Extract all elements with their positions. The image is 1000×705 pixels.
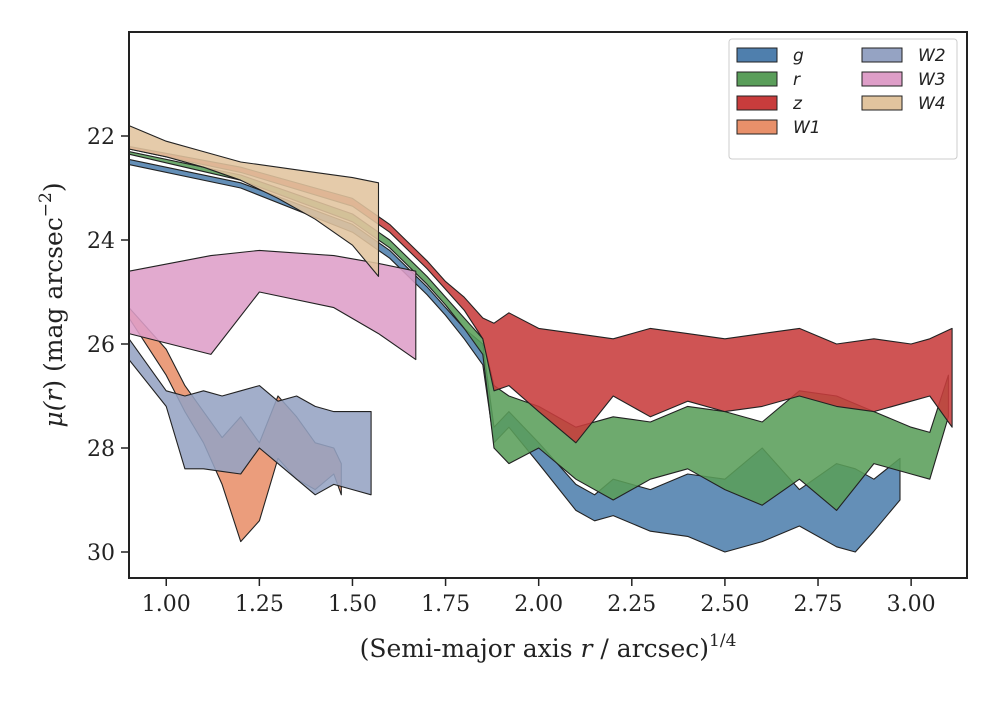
series-band-z <box>128 145 953 444</box>
x-tick-label: 2.25 <box>607 592 656 617</box>
legend-label-w3: W3 <box>918 70 946 90</box>
legend-label-w4: W4 <box>918 94 946 114</box>
y-axis-label: μ(r) (mag arcsec−2) <box>36 182 68 427</box>
legend-label-g: g <box>793 46 804 66</box>
legend-label-z: z <box>792 94 803 114</box>
y-axis: 22 24 26 28 30 <box>87 125 129 566</box>
legend-label-w2: W2 <box>918 46 946 66</box>
series-layer <box>128 125 953 553</box>
y-tick-label: 26 <box>87 333 115 358</box>
x-tick-label: 1.50 <box>328 592 377 617</box>
x-tick-label: 2.75 <box>794 592 843 617</box>
legend-swatch-r <box>736 71 778 87</box>
legend-swatch-g <box>736 47 778 63</box>
x-tick-label: 3.00 <box>887 592 936 617</box>
series-band-w2 <box>128 338 372 496</box>
y-tick-label: 24 <box>87 229 115 254</box>
x-axis-label: (Semi-major axis r / arcsec)1/4 <box>360 631 737 663</box>
legend-swatch-w2 <box>861 47 903 63</box>
x-tick-label: 2.50 <box>700 592 749 617</box>
legend-swatch-w1 <box>736 119 778 135</box>
y-tick-label: 30 <box>87 541 115 566</box>
legend-swatch-w3 <box>861 71 903 87</box>
y-tick-label: 22 <box>87 125 115 150</box>
x-tick-label: 2.00 <box>514 592 563 617</box>
legend-label-w1: W1 <box>793 118 821 138</box>
legend-swatch-w4 <box>861 95 903 111</box>
y-tick-label: 28 <box>87 437 115 462</box>
x-tick-label: 1.75 <box>421 592 470 617</box>
x-axis: 1.00 1.25 1.50 1.75 2.00 2.25 2.50 2.75 3.00 <box>142 578 936 617</box>
legend: grz W1 W2 W3 W4 <box>728 38 958 160</box>
legend-label-r: r <box>793 70 801 90</box>
x-tick-label: 1.25 <box>235 592 284 617</box>
series-band-w3 <box>128 249 417 361</box>
x-tick-label: 1.00 <box>142 592 191 617</box>
series-band-w4 <box>128 125 380 277</box>
plot-frame <box>128 31 968 579</box>
legend-swatch-z <box>736 95 778 111</box>
legend-frame <box>728 38 958 160</box>
